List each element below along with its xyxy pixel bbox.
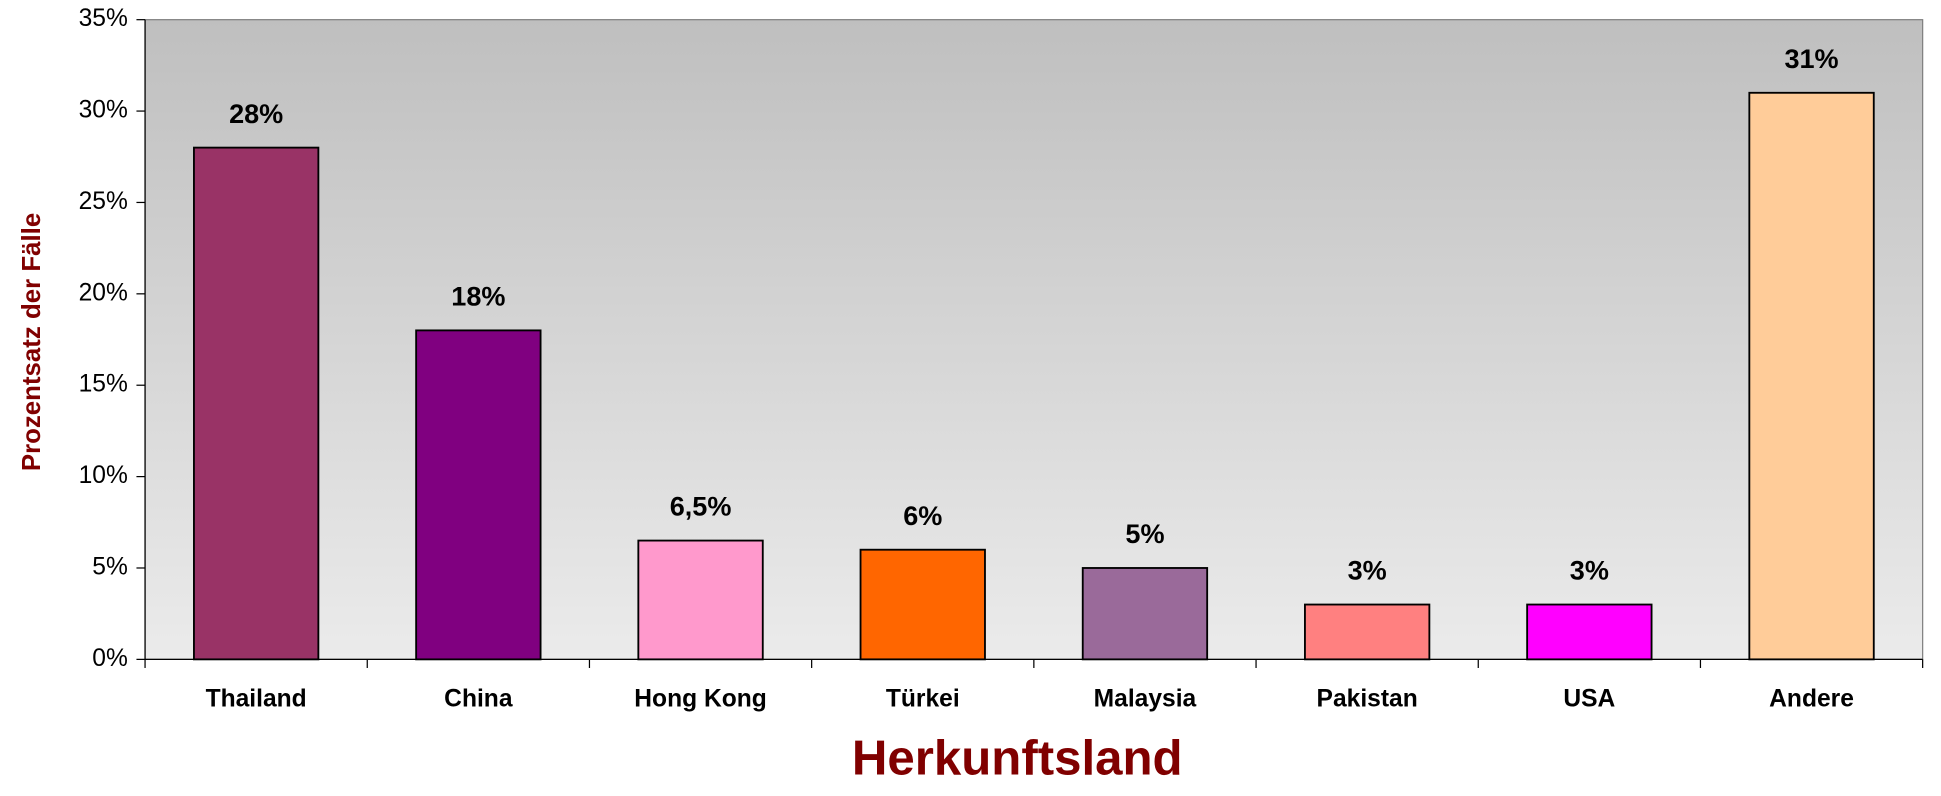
value-label: 6,5% (670, 492, 732, 522)
x-tick-label: Thailand (206, 685, 307, 712)
x-tick-label: USA (1563, 685, 1615, 712)
bar (193, 146, 320, 661)
x-tick-label: Andere (1769, 685, 1854, 712)
bar (415, 329, 542, 661)
y-tick-label: 20% (79, 279, 128, 306)
value-label: 28% (229, 99, 283, 129)
x-tick-label: Malaysia (1094, 685, 1197, 712)
value-label: 31% (1784, 44, 1838, 74)
value-label: 3% (1570, 556, 1609, 586)
x-tick-label: Pakistan (1317, 685, 1418, 712)
x-axis-title: Herkunftsland (852, 730, 1183, 785)
value-label: 6% (903, 501, 942, 531)
bar (1748, 91, 1875, 661)
y-tick-label: 0% (92, 645, 128, 672)
x-tick-label: Türkei (886, 685, 960, 712)
value-label: 5% (1125, 519, 1164, 549)
plot-area (144, 19, 1924, 660)
y-axis-title: Prozentsatz der Fälle (18, 213, 46, 471)
x-tick-label: China (444, 685, 513, 712)
bar (637, 539, 764, 661)
x-tick-label: Hong Kong (634, 685, 766, 712)
value-label: 18% (451, 282, 505, 312)
y-tick-label: 25% (79, 188, 128, 215)
y-tick-label: 5% (92, 553, 128, 580)
bar (1304, 603, 1431, 661)
y-tick-label: 35% (79, 5, 128, 32)
bar (1081, 567, 1209, 661)
value-label: 3% (1348, 556, 1387, 586)
bar (1526, 603, 1653, 661)
y-tick-label: 10% (79, 462, 128, 489)
bar (859, 548, 986, 661)
y-tick-label: 30% (79, 97, 128, 124)
y-tick-label: 15% (79, 371, 128, 398)
